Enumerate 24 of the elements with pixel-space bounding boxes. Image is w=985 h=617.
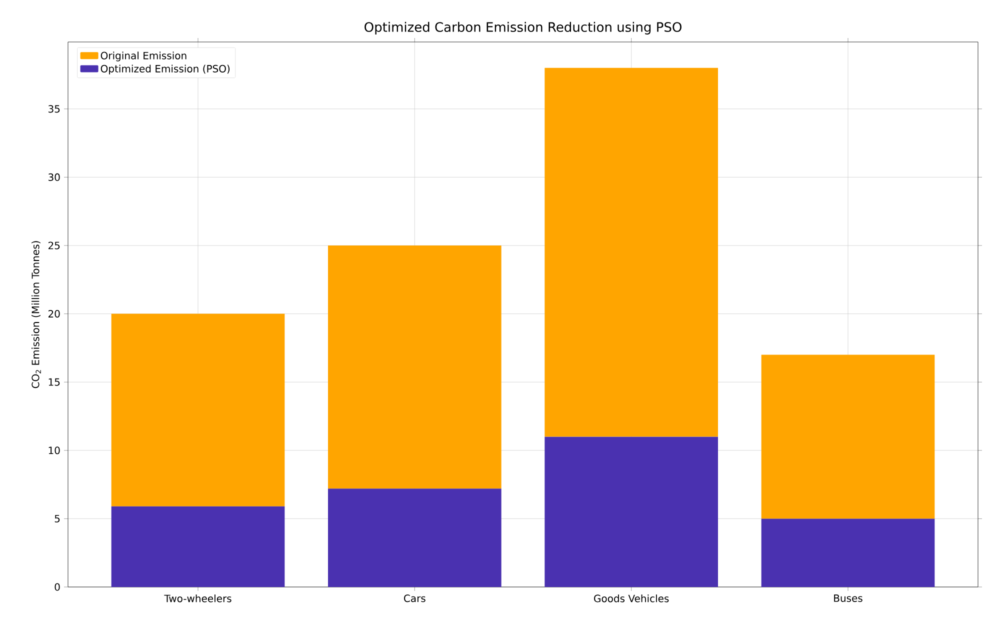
chart-title: Optimized Carbon Emission Reduction using PSO [364, 22, 682, 34]
y-tick-label: 35 [48, 105, 60, 113]
y-tick-label: 10 [48, 446, 60, 454]
bar [328, 246, 502, 489]
bar [761, 354, 935, 519]
x-tick-label: Cars [404, 594, 426, 602]
legend-label: Optimized Emission (PSO) [100, 64, 230, 74]
y-tick-label: 20 [48, 310, 60, 318]
y-tick-label: 30 [48, 173, 60, 181]
bar [544, 68, 718, 437]
y-tick-label: 0 [54, 583, 60, 591]
y-tick-label: 15 [48, 378, 60, 386]
bar [761, 518, 935, 587]
bar [544, 436, 718, 587]
bar [111, 314, 285, 506]
y-tick-label: 25 [48, 242, 60, 250]
bar [111, 506, 285, 587]
x-tick-label: Buses [834, 594, 862, 602]
bar [328, 488, 502, 587]
y-axis-title: CO$_{2}$ Emission (Million Tonnes) [32, 241, 41, 388]
legend-label: Original Emission [100, 52, 186, 62]
x-tick-label: Two-wheelers [164, 594, 232, 602]
x-tick-label: Goods Vehicles [594, 594, 669, 602]
y-tick-label: 5 [54, 514, 60, 522]
